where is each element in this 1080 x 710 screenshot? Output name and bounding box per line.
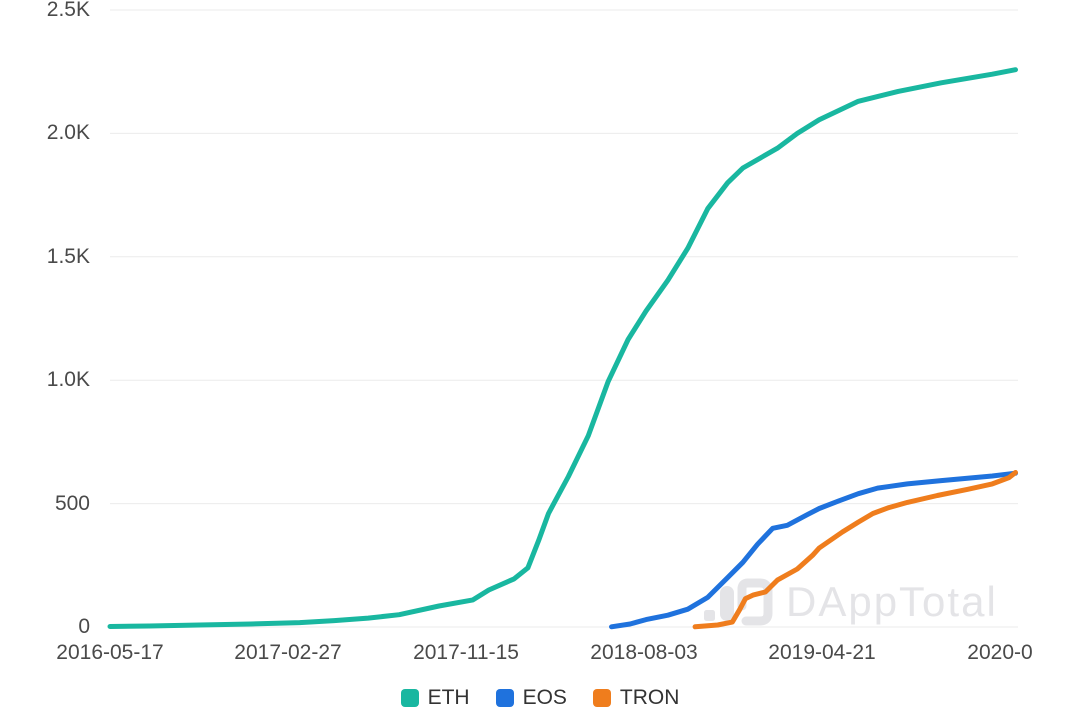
x-axis-tick-label: 2019-04-21 [768,641,876,664]
gridlines [110,9,1018,628]
legend-swatch-tron [592,689,611,707]
y-axis-tick-label: 2.5K [46,0,90,21]
y-axis-tick-label: 1.5K [46,244,90,268]
legend-item-tron[interactable]: TRON [592,686,680,710]
x-axis-tick-label: 2017-02-27 [234,641,342,664]
series-line-eos [609,470,1018,630]
x-axis-tick-label: 2018-08-03 [590,641,698,664]
legend-item-eos[interactable]: EOS [495,686,567,710]
y-axis-tick-label: 2.0K [46,121,90,145]
legend-label: EOS [522,686,567,709]
y-axis-tick-label: 0 [78,615,90,638]
x-axis-tick-label: 2016-05-17 [56,641,164,664]
legend-swatch-eos [495,689,514,707]
legend: ETH EOS TRON [0,686,1080,710]
y-axis-tick-label: 1.0K [46,368,90,392]
series-lines [107,67,1018,630]
series-line-eth [107,67,1018,629]
legend-item-eth[interactable]: ETH [400,686,470,710]
legend-label: TRON [619,686,680,709]
x-axis-tick-label: 2017-11-15 [413,641,519,664]
x-axis-tick-label: 2020-0 [967,641,1033,664]
legend-swatch-eth [400,689,419,707]
y-axis-tick-label: 500 [54,491,90,515]
legend-label: ETH [427,686,470,709]
